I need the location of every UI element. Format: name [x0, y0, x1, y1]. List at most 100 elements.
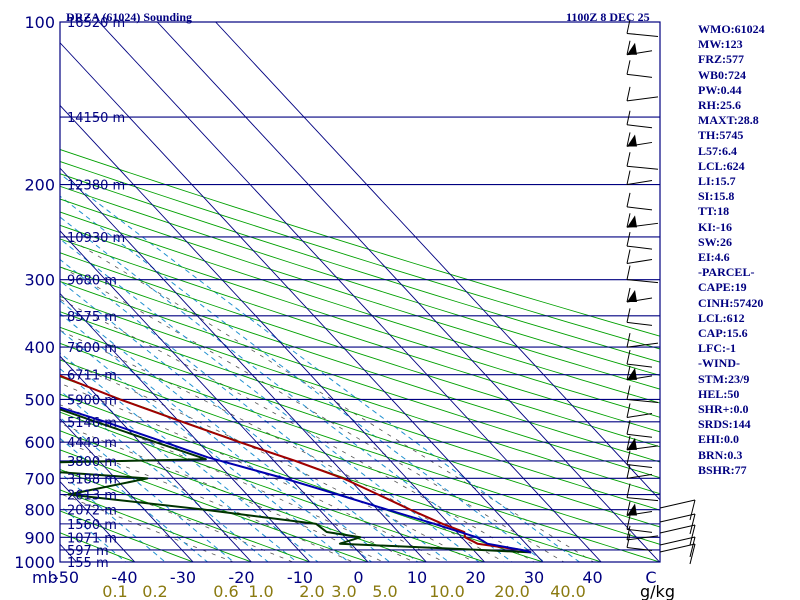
chart-title: DRZA (61024) Sounding	[66, 10, 192, 24]
temperature-tick-label: 20	[465, 568, 485, 587]
pressure-tick-label: 1000	[14, 553, 55, 572]
height-label: 14150 m	[67, 111, 125, 126]
index-line: L57:6.4	[698, 143, 737, 158]
wind-barb	[659, 499, 696, 521]
dry-adiabat-line	[60, 311, 660, 511]
temperature-tick-label: -30	[170, 568, 196, 587]
height-label: 597 m	[67, 544, 109, 559]
height-label: 12380 m	[67, 179, 125, 194]
mixing-ratio-line	[60, 390, 269, 562]
index-line: STM:23/9	[698, 371, 750, 386]
index-line: LCL:624	[698, 158, 745, 173]
index-line: KI:-16	[698, 219, 732, 234]
wind-barb	[659, 543, 696, 565]
height-label: 16520 m	[67, 16, 125, 31]
mixing-ratio-line	[60, 471, 166, 562]
wind-barb	[626, 464, 653, 479]
index-line: -WIND-	[698, 356, 740, 371]
dry-adiabat-line	[60, 252, 660, 448]
wind-barb	[626, 308, 653, 326]
isotherm-line	[98, 22, 602, 562]
temperature-tick-label: -20	[228, 568, 254, 587]
plot-frame	[59, 21, 661, 563]
wind-barb	[626, 365, 653, 381]
temperature-tick-label: 30	[524, 568, 544, 587]
isotherms	[60, 22, 660, 562]
pressure-axis-unit: mb	[32, 568, 58, 587]
mixing-ratio-line	[60, 216, 513, 562]
mixing-ratio-unit: g/kg	[640, 582, 675, 600]
dry-adiabat-line	[60, 469, 312, 562]
pressure-tick-label: 300	[24, 271, 55, 290]
wind-barb	[626, 515, 653, 533]
wind-barb	[626, 40, 653, 56]
mixing-ratio-tick-label: 0.2	[142, 582, 167, 600]
index-line: BSHR:77	[698, 462, 747, 477]
wind-barb	[626, 533, 653, 551]
index-line: SRDS:144	[698, 417, 751, 432]
index-line: CINH:57420	[698, 295, 764, 310]
isotherm-line	[156, 22, 660, 562]
wind-barb	[626, 450, 653, 469]
height-label: 1560 m	[67, 518, 117, 533]
isotherm-line	[60, 292, 311, 562]
height-label: 7600 m	[67, 341, 117, 356]
mixing-ratio-line	[60, 300, 391, 562]
dry-adiabat-line	[60, 326, 660, 528]
index-line: SHR+:0.0	[698, 402, 749, 417]
dew-point-trace	[60, 408, 532, 554]
dry-adiabat-line	[60, 411, 487, 562]
dry-adiabat-line	[60, 185, 660, 376]
wind-barb	[626, 60, 653, 78]
index-line: LFC:-1	[698, 341, 736, 356]
parcel-trace	[60, 406, 532, 554]
isotherm-line	[60, 418, 194, 562]
mixing-ratio-tick-label: 10.0	[429, 582, 465, 600]
wind-barb	[626, 525, 659, 541]
index-line: TH:5745	[698, 128, 744, 143]
isotherm-line	[60, 104, 486, 562]
wind-barb	[626, 385, 659, 403]
mixing-ratio-tick-label: 1.0	[248, 582, 273, 600]
wind-barb	[626, 287, 653, 303]
isotherm-line	[60, 355, 253, 562]
index-line: MW:123	[698, 37, 743, 52]
height-label: 6711 m	[67, 369, 117, 384]
index-line: MAXT:28.8	[698, 113, 759, 128]
pressure-tick-label: 400	[24, 338, 55, 357]
index-line: WB0:724	[698, 67, 746, 82]
dry-adiabat-line	[60, 198, 660, 390]
dry-adiabat-line	[60, 266, 660, 463]
height-label: 2613 m	[67, 489, 117, 504]
mixing-ratio-tick-label: 2.0	[299, 582, 324, 600]
temperature-tick-label: C	[645, 568, 656, 587]
wind-barb	[626, 192, 653, 211]
height-label: 5900 m	[67, 393, 117, 408]
index-line: BRN:0.3	[698, 447, 743, 462]
index-line: SW:26	[698, 234, 733, 249]
wind-barb	[626, 19, 659, 37]
mixing-ratio-line	[60, 368, 298, 562]
wind-barb	[626, 110, 653, 129]
isobars	[59, 21, 661, 563]
moist-adiabat-line	[60, 423, 385, 562]
mixing-ratio-line	[60, 352, 319, 562]
dry-adiabat-line	[60, 449, 370, 562]
pressure-tick-label: 900	[24, 528, 55, 547]
height-label: 3188 m	[67, 472, 117, 487]
index-line: PW:0.44	[698, 82, 742, 97]
indices-panel: WMO:61024 MW:123 FRZ:577 WB0:724 PW:0.44 RH:2…	[698, 22, 765, 478]
wind-barb	[626, 501, 653, 516]
wind-barb	[659, 524, 696, 546]
index-line: FRZ:577	[698, 52, 744, 67]
wind-barb	[626, 231, 653, 250]
pressure-tick-label: 500	[24, 390, 55, 409]
mixing-ratio-line	[60, 258, 450, 562]
mixing-ratio-line	[60, 313, 373, 562]
height-label: 5146 m	[67, 416, 117, 431]
wind-barb	[659, 513, 696, 535]
mixing-ratio-line	[60, 238, 480, 562]
moist-adiabat-line	[60, 439, 354, 562]
mixing-ratio-tick-label: 0.6	[213, 582, 238, 600]
